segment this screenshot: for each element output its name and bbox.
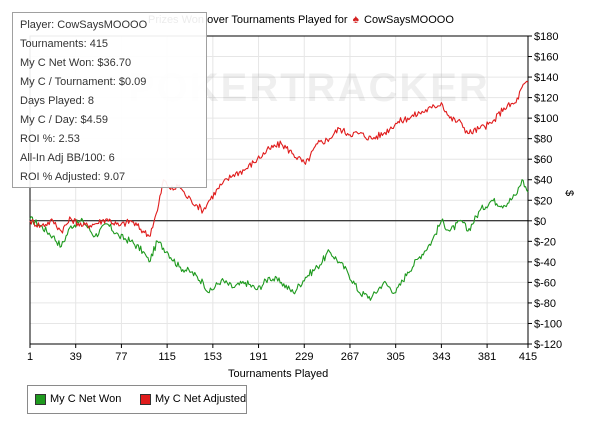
- x-tick-label: 1: [27, 351, 33, 363]
- info-days-played: Days Played: 8: [20, 95, 94, 107]
- y-tick-label: $80: [534, 134, 552, 146]
- x-axis-title: Tournaments Played: [228, 368, 329, 380]
- y-tick-label: $140: [534, 72, 558, 84]
- y-tick-label: $40: [534, 175, 552, 187]
- y-tick-label: $-80: [534, 298, 556, 310]
- info-roi-adjusted: ROI % Adjusted: 9.07: [20, 171, 126, 183]
- y-tick-label: $-120: [534, 339, 562, 351]
- x-tick-label: 115: [158, 351, 176, 363]
- y-tick-label: $0: [534, 216, 546, 228]
- legend-swatch: [140, 393, 151, 405]
- x-tick-label: 229: [295, 351, 313, 363]
- y-tick-label: $-100: [534, 318, 562, 330]
- info-roi: ROI %: 2.53: [20, 133, 80, 145]
- x-tick-label: 305: [387, 351, 405, 363]
- x-tick-label: 191: [249, 351, 267, 363]
- info-box: Player: CowSaysMOOOO Tournaments: 415 My…: [12, 12, 207, 188]
- y-tick-label: $-60: [534, 277, 556, 289]
- x-tick-label: 415: [519, 351, 537, 363]
- x-tick-label: 267: [341, 351, 359, 363]
- y-tick-label: $-40: [534, 257, 556, 269]
- legend-swatch: [35, 393, 46, 405]
- series-line-0: [29, 179, 529, 301]
- y-axis-title: $: [563, 189, 576, 197]
- y-tick-label: $180: [534, 31, 558, 43]
- info-per-tournament: My C / Tournament: $0.09: [20, 76, 147, 88]
- x-tick-label: 153: [204, 351, 222, 363]
- y-tick-label: $60: [534, 154, 552, 166]
- x-axis: 1 39 77 115 153 191 229 267 305 343 381 415: [27, 344, 537, 363]
- legend: My C Net Won My C Net Adjusted: [27, 385, 247, 414]
- x-tick-label: 343: [432, 351, 450, 363]
- y-tick-label: $100: [534, 113, 558, 125]
- info-tournaments: Tournaments: 415: [20, 38, 109, 50]
- legend-label: My C Net Won: [50, 393, 122, 405]
- legend-label: My C Net Adjusted: [155, 393, 247, 405]
- legend-item-net-won: My C Net Won: [35, 393, 121, 405]
- x-tick-label: 39: [70, 351, 82, 363]
- title-player: CowSaysMOOOO: [364, 14, 454, 26]
- plot-area: [29, 35, 529, 345]
- legend-item-net-adjusted: My C Net Adjusted: [140, 393, 246, 405]
- info-per-day: My C / Day: $4.59: [20, 114, 109, 126]
- spade-icon: ♠: [352, 12, 359, 26]
- info-net-won: My C Net Won: $36.70: [20, 57, 132, 69]
- y-axis: $-120 $-100 $-80 $-60 $-40 $-20 $0 $20 $40 $60 $80…: [528, 31, 562, 351]
- x-tick-label: 77: [115, 351, 127, 363]
- y-tick-label: $120: [534, 93, 558, 105]
- y-tick-label: $-20: [534, 236, 556, 248]
- y-tick-label: $20: [534, 195, 552, 207]
- y-tick-label: $160: [534, 52, 558, 64]
- x-tick-label: 381: [478, 351, 496, 363]
- info-player: Player: CowSaysMOOOO: [20, 19, 148, 31]
- info-allin-adj: All-In Adj BB/100: 6: [20, 152, 115, 164]
- series-layer: [29, 80, 529, 301]
- series-line-1: [29, 80, 529, 238]
